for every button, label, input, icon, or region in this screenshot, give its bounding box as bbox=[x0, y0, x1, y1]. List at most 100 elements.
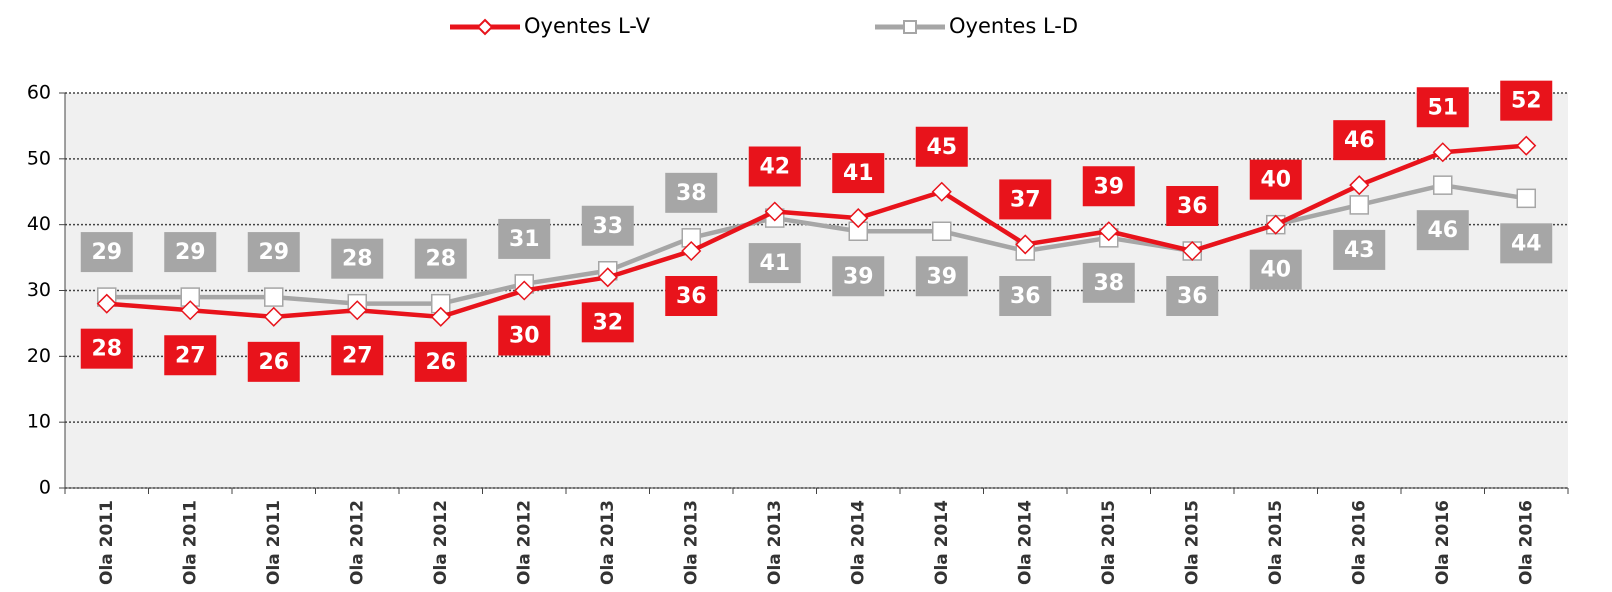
data-label-box bbox=[80, 328, 133, 369]
data-label: 27 bbox=[342, 343, 373, 368]
point-marker bbox=[96, 293, 117, 314]
data-label-box bbox=[832, 153, 885, 194]
point-marker bbox=[597, 267, 618, 288]
data-label-box bbox=[1416, 210, 1469, 251]
data-label: 40 bbox=[1260, 168, 1291, 193]
x-tick-label: 3° Ola 2014 bbox=[1015, 500, 1035, 592]
y-tick-label: 0 bbox=[39, 477, 51, 499]
data-label: 43 bbox=[1344, 238, 1375, 263]
point-marker bbox=[347, 300, 368, 321]
data-label: 52 bbox=[1511, 89, 1542, 114]
point-marker bbox=[764, 201, 785, 222]
data-label: 28 bbox=[342, 247, 373, 272]
data-label-box bbox=[1333, 229, 1386, 270]
x-tick-label: 1° Ola 2013 bbox=[598, 500, 618, 592]
data-label-box bbox=[581, 205, 634, 246]
data-label: 30 bbox=[509, 324, 540, 349]
y-tick-label: 20 bbox=[27, 345, 51, 367]
data-label: 31 bbox=[509, 227, 540, 252]
y-tick-label: 10 bbox=[27, 411, 51, 433]
x-tick-label: 2° Ola 2015 bbox=[1182, 500, 1202, 592]
data-label-box bbox=[915, 126, 968, 167]
data-label-box bbox=[1166, 276, 1219, 316]
data-label-box bbox=[331, 335, 384, 376]
data-label-box bbox=[164, 335, 217, 376]
point-marker bbox=[180, 300, 201, 321]
series-line bbox=[106, 182, 1527, 306]
data-label-box bbox=[748, 146, 801, 187]
data-label-box bbox=[498, 315, 551, 356]
data-label-box bbox=[665, 276, 718, 316]
point-marker bbox=[681, 240, 702, 262]
data-label: 36 bbox=[676, 284, 707, 309]
y-tick-label: 30 bbox=[27, 279, 51, 301]
y-tick-label: 60 bbox=[27, 82, 51, 104]
data-label-box bbox=[498, 218, 551, 259]
data-label: 33 bbox=[592, 214, 623, 239]
x-tick-label: 2° Ola 2011 bbox=[180, 500, 200, 592]
x-tick-label: 3° Ola 2013 bbox=[765, 500, 785, 592]
data-label: 29 bbox=[91, 240, 122, 265]
data-label: 36 bbox=[1010, 284, 1041, 309]
data-label-box bbox=[999, 179, 1052, 220]
data-label-box bbox=[832, 256, 885, 297]
data-label-box bbox=[1249, 159, 1302, 200]
point-marker bbox=[430, 306, 451, 327]
data-label-box bbox=[1249, 249, 1302, 290]
data-label-box bbox=[1082, 262, 1135, 303]
x-tick-label: 1° Ola 2014 bbox=[848, 500, 868, 592]
data-label-box bbox=[1333, 120, 1386, 161]
point-marker bbox=[1265, 214, 1286, 235]
data-label: 29 bbox=[258, 240, 289, 265]
data-label: 40 bbox=[1260, 258, 1291, 283]
data-label: 26 bbox=[425, 350, 456, 375]
point-marker bbox=[1516, 188, 1536, 209]
series-line bbox=[106, 143, 1527, 320]
x-tick-label: 3° Ola 2011 bbox=[264, 500, 284, 592]
x-tick-label: 2° Ola 2013 bbox=[681, 500, 701, 592]
data-label: 39 bbox=[1093, 174, 1124, 199]
data-label-box bbox=[247, 341, 300, 382]
point-marker bbox=[263, 306, 284, 327]
data-label-box bbox=[581, 302, 634, 343]
data-label-box bbox=[999, 276, 1052, 316]
x-tick-label: 2° Ola 2014 bbox=[932, 500, 952, 592]
legend-label: Oyentes L-V bbox=[524, 14, 651, 38]
data-label-box bbox=[665, 172, 718, 213]
data-label: 41 bbox=[843, 161, 874, 186]
data-label: 37 bbox=[1010, 187, 1041, 212]
data-label: 28 bbox=[91, 337, 122, 362]
point-marker bbox=[1098, 221, 1119, 242]
point-marker bbox=[1349, 195, 1369, 215]
point-marker bbox=[1015, 234, 1036, 255]
y-tick-label: 50 bbox=[27, 147, 51, 169]
data-label: 38 bbox=[676, 181, 707, 206]
data-label-box bbox=[414, 341, 467, 382]
point-marker bbox=[1432, 142, 1453, 163]
y-tick-label: 40 bbox=[27, 213, 51, 235]
data-label: 32 bbox=[592, 310, 623, 335]
data-label: 26 bbox=[258, 350, 289, 375]
x-tick-label: 3° Ola 2012 bbox=[514, 500, 534, 592]
data-label: 46 bbox=[1344, 128, 1375, 153]
data-label-box bbox=[164, 232, 217, 273]
data-label: 29 bbox=[175, 240, 206, 265]
data-label-box bbox=[247, 232, 300, 273]
x-tick-label: 2° Ola 2016 bbox=[1433, 500, 1453, 592]
data-label-box bbox=[1500, 80, 1553, 121]
data-label: 42 bbox=[759, 155, 790, 180]
legend-marker bbox=[476, 18, 494, 36]
data-label: 51 bbox=[1427, 95, 1458, 120]
data-label-box bbox=[748, 243, 801, 284]
data-label: 45 bbox=[926, 135, 957, 160]
data-label: 27 bbox=[175, 343, 206, 368]
x-tick-label: 1° Ola 2016 bbox=[1349, 500, 1369, 592]
x-tick-label: 1° Ola 2011 bbox=[97, 500, 117, 592]
data-label: 28 bbox=[425, 247, 456, 272]
data-label-box bbox=[1500, 223, 1553, 264]
data-label-box bbox=[1416, 87, 1469, 128]
data-label: 36 bbox=[1177, 284, 1208, 309]
point-marker bbox=[1433, 175, 1453, 195]
point-marker bbox=[1182, 240, 1203, 262]
